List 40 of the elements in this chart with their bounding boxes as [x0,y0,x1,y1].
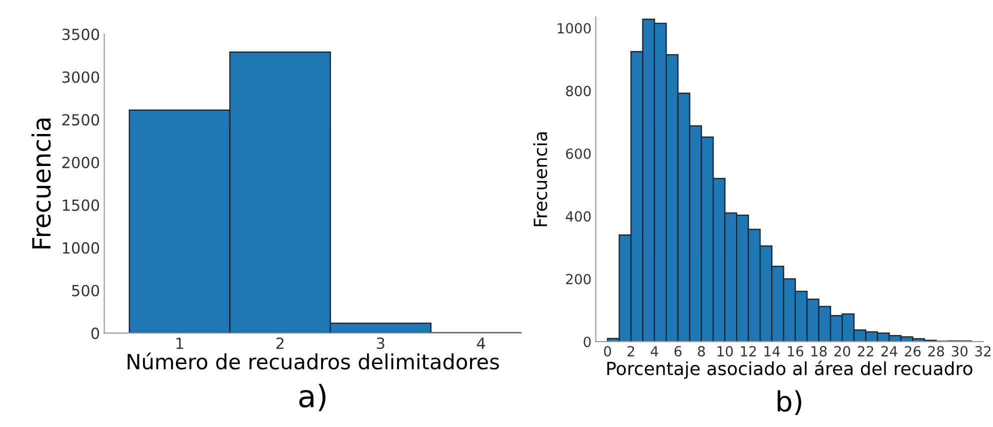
x-tick-label: 0 [604,346,612,357]
x-tick-label: 3 [376,337,384,350]
x-tick-label: 20 [834,346,850,357]
x-tick-label: 30 [952,346,968,357]
x-tick-label: 4 [650,346,658,356]
x-tick-label: 26 [904,346,921,357]
x-tick-label: 2 [276,337,284,349]
x-tick-label: 28 [928,346,944,357]
y-tick-label: 2500 [62,114,100,126]
y-tick-label: 800 [566,86,591,96]
x-tick-label: 24 [881,346,898,356]
x-tick-label: 4 [477,338,486,349]
x-tick-label: 10 [718,346,733,357]
y-tick-label: 2000 [62,156,100,168]
x-tick-label: 8 [698,346,705,357]
x-tick-label: 22 [858,346,874,356]
text: a) [299,384,326,412]
y-tick-label: 500 [72,284,100,296]
y-tick-label: 3500 [62,28,100,40]
y-axis-title: Frecuencia [533,132,548,226]
x-tick-label: 2 [628,346,634,356]
y-tick-label: 1000 [62,242,100,254]
x-tick-label: 14 [764,346,780,356]
x-tick-label: 18 [811,346,827,357]
x-tick-label: 6 [674,346,682,357]
x-tick-label: 32 [975,346,991,357]
x-tick-label: 16 [788,346,804,357]
x-axis-title: Porcentaje asociado al área del recuadro [607,360,972,379]
text: b) [778,390,802,416]
x-axis-title: Número de recuadros delimitadores [128,352,499,370]
y-tick-label: 600 [566,148,591,159]
y-tick-label: 1500 [62,199,100,211]
y-tick-label: 400 [566,211,591,222]
y-tick-label: 200 [566,274,591,284]
y-tick-label: 0 [91,328,100,340]
x-tick-label: 1 [176,338,184,349]
y-tick-label: 1000 [558,23,591,34]
y-tick-label: 3000 [62,71,100,83]
x-tick-label: 12 [741,346,756,356]
y-axis-title: Frecuencia [31,118,51,248]
